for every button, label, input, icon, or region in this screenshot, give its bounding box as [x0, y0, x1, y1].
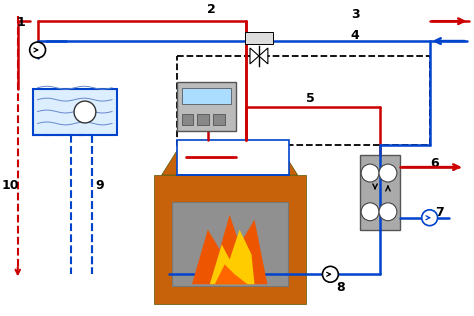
Circle shape — [361, 203, 379, 221]
Polygon shape — [259, 48, 268, 64]
Text: 3: 3 — [351, 8, 359, 21]
Bar — [154, 175, 306, 304]
Text: 6: 6 — [430, 157, 439, 170]
Circle shape — [322, 266, 338, 282]
Circle shape — [30, 42, 46, 58]
Bar — [182, 88, 231, 104]
Polygon shape — [215, 264, 247, 284]
Bar — [360, 155, 400, 230]
Polygon shape — [192, 215, 267, 284]
Text: 2: 2 — [207, 3, 216, 16]
Circle shape — [74, 101, 96, 123]
Bar — [197, 113, 210, 125]
Circle shape — [379, 164, 397, 182]
Polygon shape — [210, 230, 255, 284]
Bar — [33, 89, 117, 135]
Bar — [172, 202, 288, 286]
Circle shape — [379, 203, 397, 221]
Text: 10: 10 — [1, 179, 18, 192]
Text: 4: 4 — [351, 29, 360, 42]
Text: 7: 7 — [435, 206, 444, 219]
Text: 8: 8 — [336, 281, 345, 294]
Circle shape — [361, 164, 379, 182]
Text: 9: 9 — [96, 179, 104, 192]
Polygon shape — [250, 48, 259, 64]
Text: 5: 5 — [306, 92, 315, 105]
Text: 1: 1 — [17, 16, 25, 29]
Bar — [213, 113, 225, 125]
Bar — [176, 140, 289, 175]
Polygon shape — [162, 140, 298, 175]
Bar — [182, 113, 193, 125]
Bar — [176, 82, 236, 131]
Bar — [245, 32, 273, 44]
Circle shape — [422, 210, 438, 226]
